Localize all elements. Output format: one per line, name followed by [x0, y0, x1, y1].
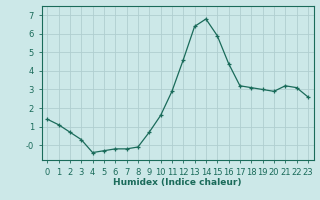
X-axis label: Humidex (Indice chaleur): Humidex (Indice chaleur): [113, 178, 242, 187]
